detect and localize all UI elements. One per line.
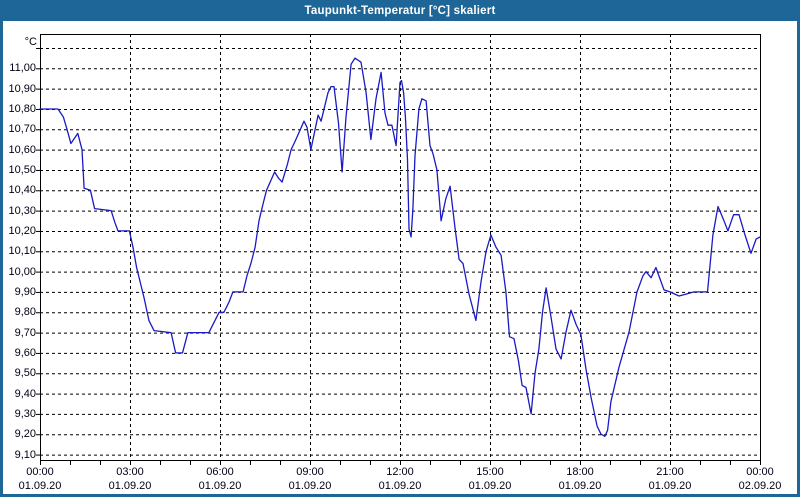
title-bar[interactable]: Taupunkt-Temperatur [°C] skaliert (0, 0, 800, 21)
window-border-left (0, 0, 3, 497)
dewpoint-series-line (39, 57, 761, 437)
window-title: Taupunkt-Temperatur [°C] skaliert (304, 4, 496, 17)
window-border-right (797, 0, 800, 497)
window-border-bottom (0, 494, 800, 497)
